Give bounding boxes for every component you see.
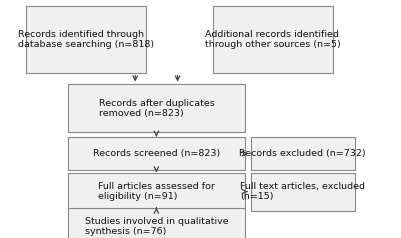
Text: Records excluded (n=732): Records excluded (n=732) (239, 149, 366, 158)
Text: Studies involved in qualitative
synthesis (n=76): Studies involved in qualitative synthesi… (85, 217, 228, 236)
FancyBboxPatch shape (68, 208, 245, 238)
FancyBboxPatch shape (251, 137, 355, 170)
Text: Records screened (n=823): Records screened (n=823) (93, 149, 220, 158)
FancyBboxPatch shape (68, 173, 245, 211)
Text: Additional records identified
through other sources (n=5): Additional records identified through ot… (205, 30, 340, 49)
Text: Records identified through
database searching (n=818): Records identified through database sear… (18, 30, 154, 49)
Text: Full articles assessed for
eligibility (n=91): Full articles assessed for eligibility (… (98, 182, 215, 201)
Text: Records after duplicates
removed (n=823): Records after duplicates removed (n=823) (99, 99, 214, 118)
FancyBboxPatch shape (68, 84, 245, 132)
FancyBboxPatch shape (251, 173, 355, 211)
FancyBboxPatch shape (26, 6, 146, 73)
Text: Full text articles, excluded
(n=15): Full text articles, excluded (n=15) (240, 182, 365, 201)
FancyBboxPatch shape (213, 6, 333, 73)
FancyBboxPatch shape (68, 137, 245, 170)
